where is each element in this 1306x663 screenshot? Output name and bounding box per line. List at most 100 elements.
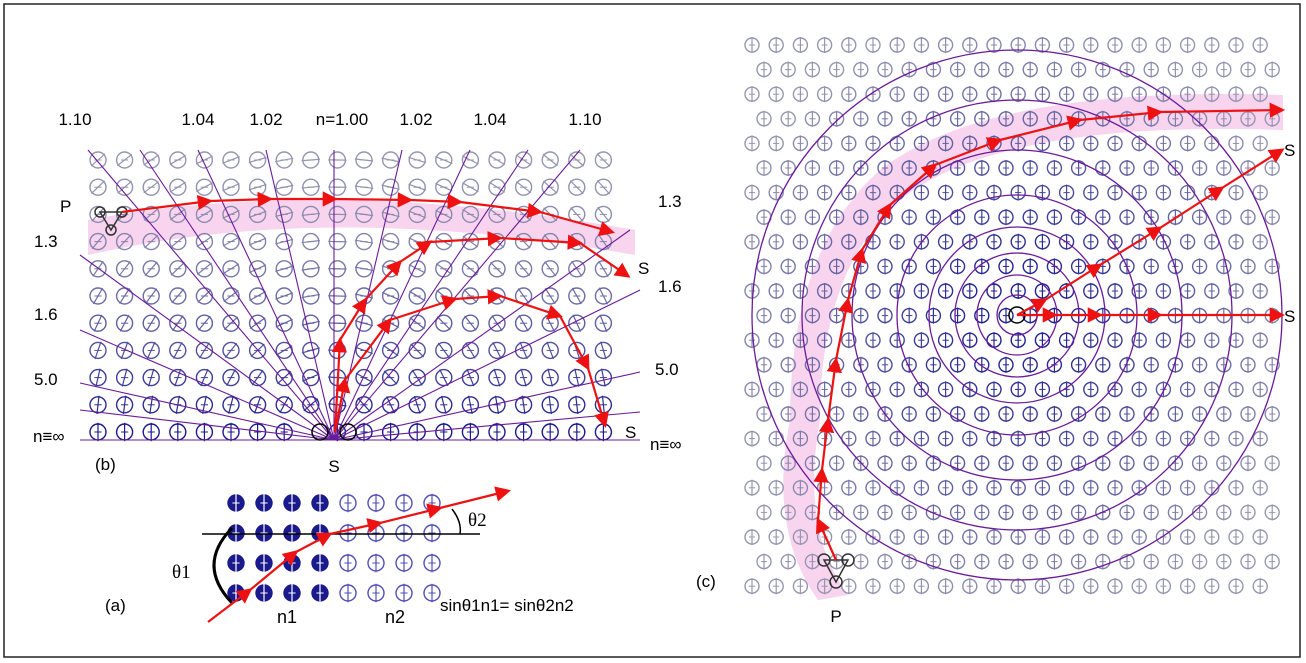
dipole: [568, 395, 586, 415]
dipole: [311, 553, 329, 573]
dipole: [937, 184, 954, 201]
radial-line: [197, 149, 335, 441]
dipole: [1167, 159, 1184, 177]
dipole: [1252, 282, 1268, 300]
dipole: [756, 61, 772, 78]
dipole: [1083, 479, 1099, 496]
dipole: [913, 578, 930, 595]
top-index-label: 1.10: [568, 110, 601, 129]
dipole: [925, 110, 942, 127]
dipole: [461, 287, 480, 305]
dipole: [804, 553, 821, 570]
dipole: [901, 455, 917, 472]
dipole: [488, 368, 506, 387]
dipole: [998, 110, 1014, 127]
dipole: [768, 332, 784, 349]
dipole: [461, 395, 480, 414]
dipole: [1252, 578, 1268, 595]
dipole: [1107, 430, 1123, 447]
dipole: [1155, 479, 1172, 496]
dipole: [1143, 455, 1159, 472]
dipole: [744, 135, 760, 152]
dipole: [901, 110, 917, 127]
ray-diagonal: [1159, 186, 1225, 229]
radial-line: [333, 411, 641, 441]
dipole: [986, 381, 1002, 398]
dipole: [227, 553, 245, 573]
dipole: [541, 395, 559, 415]
radial-line: [79, 254, 335, 441]
dipole: [1252, 184, 1268, 201]
dipole: [865, 430, 881, 447]
dipole: [816, 135, 833, 152]
dipole: [901, 307, 917, 324]
dipole: [1070, 356, 1087, 373]
dipole: [222, 287, 240, 305]
dipole: [1107, 36, 1123, 54]
dipole: [1083, 135, 1099, 152]
dipole: [1034, 430, 1051, 447]
dipole: [925, 209, 942, 226]
dipole: [768, 233, 784, 250]
dipole: [222, 341, 240, 360]
dipole: [275, 205, 294, 224]
ray-middle: [499, 234, 584, 250]
dipole: [744, 430, 760, 447]
dipole: [1167, 504, 1184, 521]
dipole: [222, 314, 240, 332]
dipole: [962, 479, 978, 496]
dipole: [853, 61, 869, 78]
dipole: [142, 314, 160, 332]
dipole: [937, 578, 954, 595]
ray-curved: [834, 296, 854, 361]
dipole: [828, 159, 845, 177]
ray-top: [459, 200, 544, 219]
dipole: [1022, 553, 1038, 570]
dipole: [195, 260, 214, 278]
dipole: [514, 178, 533, 196]
dipole: [744, 479, 760, 496]
dipole: [974, 307, 990, 324]
dipole: [962, 578, 978, 595]
dipole: [435, 341, 453, 360]
dipole: [1240, 455, 1256, 472]
dipole: [974, 110, 990, 127]
right-index-label: 5.0: [655, 360, 679, 379]
dipole: [1191, 553, 1208, 570]
theta2-label: θ2: [468, 510, 487, 531]
dipole: [756, 307, 772, 324]
dipole: [222, 368, 240, 387]
dipole: [1191, 209, 1208, 226]
dipole: [248, 395, 267, 414]
panel-b-dipole-grid: [89, 151, 613, 442]
end-s-label: S: [625, 423, 636, 442]
dipole: [1083, 430, 1099, 447]
dipole: [998, 258, 1014, 275]
dipole: [1252, 86, 1268, 103]
dipole: [792, 233, 809, 250]
ray-curved: [813, 466, 829, 521]
dipole: [780, 209, 796, 226]
dipole: [1191, 258, 1208, 275]
dipole: [1179, 479, 1196, 496]
dipole: [1252, 430, 1268, 447]
dipole: [541, 341, 559, 360]
dipole: [744, 184, 760, 201]
dipole: [1264, 455, 1280, 472]
dipole: [865, 479, 881, 496]
dipole: [889, 282, 905, 300]
source-s-label: S: [328, 457, 339, 476]
dipole: [1058, 578, 1075, 595]
dipole: [913, 430, 930, 447]
dipole: [301, 260, 320, 278]
dipole: [301, 178, 321, 196]
dipole: [1240, 110, 1256, 127]
dipole: [841, 381, 857, 398]
dipole: [828, 258, 845, 275]
dipole: [142, 232, 160, 251]
dipole: [1155, 528, 1172, 546]
dipole: [408, 395, 426, 414]
ray-lower: [389, 295, 458, 322]
dipole: [998, 455, 1014, 472]
